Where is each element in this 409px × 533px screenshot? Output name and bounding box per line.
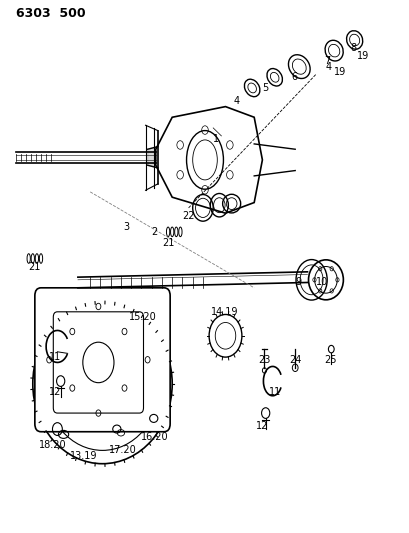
Text: 13.19: 13.19 bbox=[70, 451, 97, 461]
Text: 5: 5 bbox=[262, 83, 268, 93]
Text: 2: 2 bbox=[151, 227, 157, 237]
Text: 19: 19 bbox=[333, 67, 346, 77]
Text: 25: 25 bbox=[323, 355, 335, 365]
Polygon shape bbox=[147, 147, 157, 168]
Text: 9: 9 bbox=[294, 278, 301, 287]
Text: 15.20: 15.20 bbox=[129, 312, 157, 322]
Text: 12: 12 bbox=[49, 387, 61, 397]
Text: 18.20: 18.20 bbox=[39, 440, 66, 450]
Text: 17.20: 17.20 bbox=[108, 446, 136, 455]
Text: 21: 21 bbox=[29, 262, 41, 271]
Text: 24: 24 bbox=[288, 355, 301, 365]
Text: 6: 6 bbox=[290, 72, 297, 82]
Text: 4: 4 bbox=[233, 96, 239, 106]
Text: 21: 21 bbox=[162, 238, 174, 247]
Text: 11: 11 bbox=[49, 352, 61, 362]
Text: 10: 10 bbox=[315, 278, 327, 287]
Text: 1: 1 bbox=[213, 134, 219, 143]
Text: 16.20: 16.20 bbox=[141, 432, 169, 442]
Text: 3: 3 bbox=[123, 222, 129, 231]
Polygon shape bbox=[155, 107, 262, 213]
Text: 22: 22 bbox=[182, 211, 194, 221]
Text: 12: 12 bbox=[256, 422, 268, 431]
Text: 4: 4 bbox=[325, 62, 331, 71]
FancyBboxPatch shape bbox=[53, 312, 143, 413]
Text: 11: 11 bbox=[268, 387, 280, 397]
FancyBboxPatch shape bbox=[35, 288, 170, 432]
Text: 23: 23 bbox=[258, 355, 270, 365]
Text: 7: 7 bbox=[323, 56, 329, 66]
Text: 14.19: 14.19 bbox=[211, 307, 238, 317]
Text: 6303  500: 6303 500 bbox=[16, 7, 86, 20]
Text: 19: 19 bbox=[356, 51, 368, 61]
Text: 8: 8 bbox=[350, 43, 356, 53]
